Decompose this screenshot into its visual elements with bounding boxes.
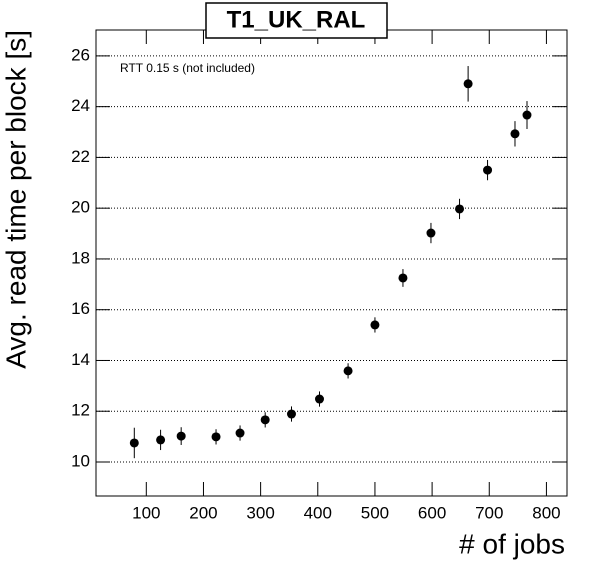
plot-frame bbox=[95, 29, 568, 497]
y-axis-label: Avg. read time per block [s] bbox=[0, 30, 31, 369]
x-tick-label: 500 bbox=[361, 503, 389, 522]
x-axis-label: # of jobs bbox=[459, 528, 565, 559]
data-point bbox=[510, 129, 520, 139]
data-point bbox=[522, 110, 532, 120]
data-point bbox=[176, 431, 186, 441]
y-tick-label: 16 bbox=[71, 299, 90, 318]
y-tick-label: 24 bbox=[71, 96, 90, 115]
x-tick-label: 400 bbox=[304, 503, 332, 522]
x-tick-label: 600 bbox=[418, 503, 446, 522]
y-tick-label: 14 bbox=[71, 350, 90, 369]
data-point bbox=[426, 228, 436, 238]
data-point bbox=[286, 409, 296, 419]
x-tick-label: 200 bbox=[189, 503, 217, 522]
y-tick-label: 12 bbox=[71, 401, 90, 420]
y-tick-label: 20 bbox=[71, 198, 90, 217]
data-point bbox=[129, 438, 139, 448]
data-point bbox=[235, 428, 245, 438]
annotation: RTT 0.15 s (not included) bbox=[120, 61, 255, 75]
data-point bbox=[260, 415, 270, 425]
data-point bbox=[455, 204, 465, 214]
x-tick-label: 700 bbox=[475, 503, 503, 522]
data-point bbox=[211, 432, 221, 442]
y-tick-label: 18 bbox=[71, 248, 90, 267]
title-box bbox=[205, 2, 388, 39]
data-point bbox=[343, 366, 353, 376]
x-tick-label: 100 bbox=[132, 503, 160, 522]
data-point bbox=[156, 435, 166, 445]
data-point bbox=[463, 79, 473, 89]
y-tick-label: 22 bbox=[71, 147, 90, 166]
chart-title: T1_UK_RAL bbox=[227, 6, 366, 33]
data-point bbox=[483, 165, 493, 175]
y-tick-label: 10 bbox=[71, 451, 90, 470]
data-point bbox=[370, 320, 380, 330]
data-point bbox=[314, 394, 324, 404]
x-tick-label: 800 bbox=[532, 503, 560, 522]
x-tick-label: 300 bbox=[246, 503, 274, 522]
y-tick-label: 26 bbox=[71, 45, 90, 64]
data-point bbox=[398, 273, 408, 283]
